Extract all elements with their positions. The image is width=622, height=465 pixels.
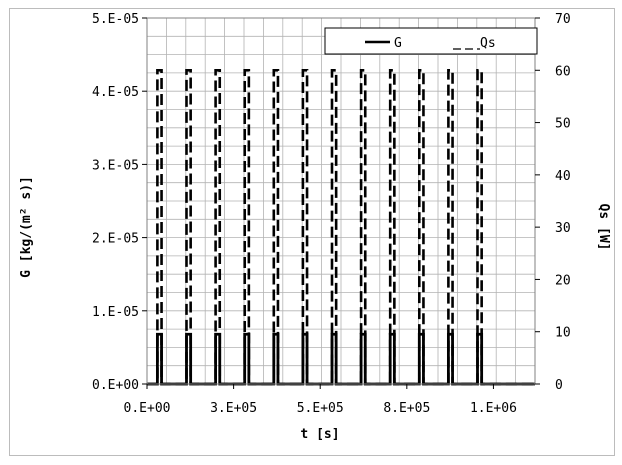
x-axis-title: t [s] [300,427,339,442]
plot-area-border [146,17,536,385]
y2-tick-label: 50 [555,117,571,132]
y2-tick-label: 70 [555,12,571,27]
y-tick-label: 4.E-05 [92,85,139,100]
y2-tick-label: 10 [555,326,571,341]
legend-box [324,27,538,55]
chart-frame: 0.E+00 3.E+05 5.E+05 8.E+05 1.E+06 0.E+00 1.E-… [9,8,615,456]
x-tick-label: 5.E+05 [297,401,344,416]
x-tick-label: 1.E+06 [470,401,517,416]
y-tick-label: 5.E-05 [92,12,139,27]
y2-tick-label: 30 [555,221,571,236]
y2-tick-label: 20 [555,273,571,288]
x-tick-label: 8.E+05 [383,401,430,416]
legend-label-qs: Qs [480,36,496,51]
y-axis-title: G [kg/(m² s)] [19,176,34,278]
chart-svg: 0.E+00 3.E+05 5.E+05 8.E+05 1.E+06 0.E+00 1.E-… [19,12,611,442]
y-tick-label: 1.E-05 [92,305,139,320]
x-tick-label: 3.E+05 [210,401,257,416]
tick-labels: 0.E+00 3.E+05 5.E+05 8.E+05 1.E+06 0.E+00 1.E-… [92,12,571,416]
y2-tick-label: 60 [555,64,571,79]
y2-axis-title: Qs [W] [596,204,611,251]
y2-tick-label: 0 [555,378,563,393]
y-tick-label: 0.E+00 [92,378,139,393]
legend: G Qs [324,27,538,55]
x-tick-label: 0.E+00 [124,401,171,416]
legend-label-g: G [394,36,402,51]
y-tick-label: 3.E-05 [92,158,139,173]
y2-tick-label: 40 [555,169,571,184]
y-tick-label: 2.E-05 [92,232,139,247]
